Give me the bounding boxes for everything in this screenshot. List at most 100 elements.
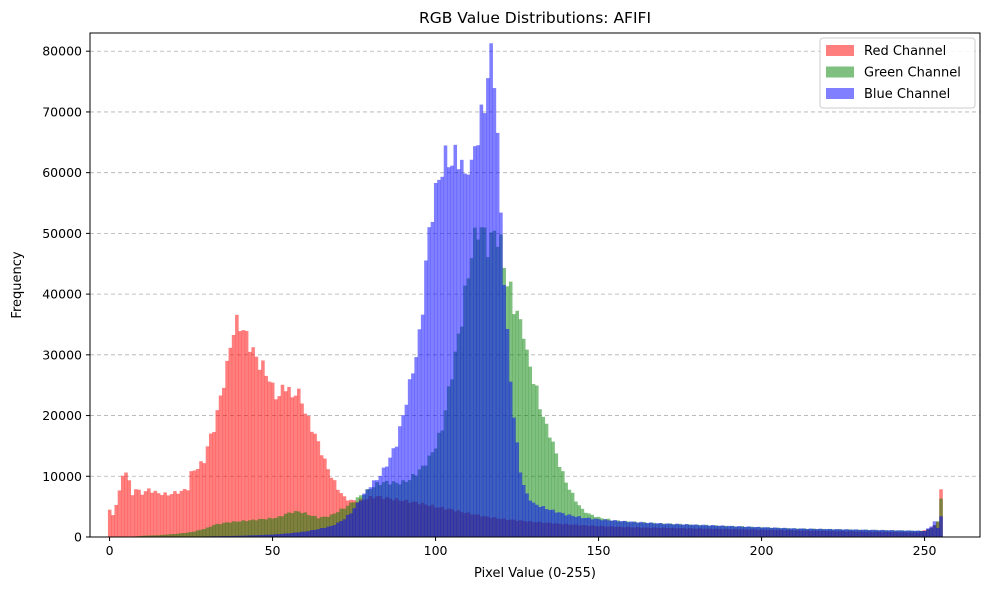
histogram-bar [248, 351, 252, 537]
histogram-bar [831, 529, 836, 537]
histogram-bar [238, 521, 242, 537]
histogram-bar [658, 523, 663, 537]
histogram-bar [244, 330, 249, 537]
histogram-bar [140, 535, 145, 537]
histogram-bar [163, 492, 167, 537]
histogram-bar [795, 528, 800, 537]
histogram-bar [727, 525, 731, 537]
y-tick-label: 10000 [42, 469, 82, 484]
histogram-bar [564, 482, 568, 537]
histogram-bar [270, 518, 275, 537]
histogram-bar [228, 522, 233, 537]
histogram-bar [861, 529, 865, 537]
histogram-bar [724, 526, 728, 537]
histogram-bar [486, 78, 490, 537]
histogram-bar [111, 515, 115, 537]
histogram-bar [916, 530, 920, 537]
histogram-bar [156, 535, 161, 537]
x-tick-label: 50 [265, 543, 281, 558]
histogram-bar [407, 379, 412, 537]
histogram-bar [645, 522, 650, 537]
histogram-bar [114, 504, 119, 537]
histogram-bar [535, 385, 539, 537]
histogram-bar [613, 519, 617, 537]
histogram-bar [293, 511, 298, 537]
histogram-bar [222, 387, 226, 537]
histogram-bar [120, 475, 125, 537]
histogram-bar [264, 534, 268, 537]
histogram-bar [270, 534, 275, 537]
histogram-bar [518, 319, 523, 537]
histogram-bar [228, 535, 233, 537]
histogram-bar [437, 179, 441, 537]
histogram-bar [825, 528, 829, 537]
histogram-bar [870, 529, 875, 537]
histogram-bar [189, 471, 193, 537]
histogram-bar [411, 373, 415, 537]
histogram-bar [166, 495, 171, 537]
histogram-bar [466, 174, 471, 537]
histogram-bar [665, 523, 669, 537]
histogram-bar [841, 529, 846, 537]
histogram-bar [776, 528, 780, 537]
histogram-bar [463, 173, 467, 537]
histogram-bar [192, 531, 197, 537]
histogram-bar [590, 519, 594, 537]
histogram-bar [137, 489, 141, 537]
histogram-bar [707, 525, 712, 537]
histogram-bar [446, 167, 451, 537]
histogram-bar [609, 520, 614, 537]
histogram-bar [603, 519, 608, 537]
histogram-bar [821, 529, 826, 537]
histogram-bar [205, 527, 210, 537]
y-tick-label: 40000 [42, 287, 82, 302]
histogram-bar [130, 495, 135, 537]
histogram-bar [544, 423, 549, 537]
histogram-bar [769, 527, 774, 537]
histogram-bar [261, 535, 265, 537]
plot-frame [89, 32, 981, 538]
histogram-bar [939, 516, 943, 537]
histogram-bar [297, 532, 301, 537]
histogram-bar [300, 531, 304, 537]
y-axis-label: Frequency [10, 251, 25, 318]
histogram-bar [208, 433, 213, 537]
histogram-bar [417, 329, 422, 537]
legend-label: Blue Channel [864, 87, 950, 102]
histogram-bar [913, 530, 917, 537]
histogram-bar [166, 534, 171, 537]
histogram-bar [202, 463, 207, 537]
histogram-bar [124, 472, 128, 537]
histogram-bar [241, 330, 246, 537]
histogram-bar [515, 310, 519, 537]
histogram-bar [512, 417, 516, 537]
histogram-bar [460, 159, 464, 537]
histogram-bar [248, 535, 252, 537]
histogram-bar [668, 523, 673, 537]
histogram-bar [257, 518, 262, 537]
histogram-bar [828, 529, 832, 537]
histogram-bar [730, 526, 735, 537]
legend-swatch [826, 66, 854, 78]
histogram-bar [499, 212, 503, 538]
histogram-bar [684, 524, 689, 537]
legend-swatch [826, 88, 854, 99]
histogram-bar [251, 519, 255, 537]
histogram-bar [430, 221, 435, 537]
histogram-bar [750, 527, 754, 537]
histogram-bar [362, 493, 366, 537]
legend-box [819, 37, 976, 109]
histogram-bar [567, 489, 572, 537]
histogram-bar [521, 338, 526, 537]
histogram-bar [339, 521, 343, 537]
x-tick-label: 250 [913, 543, 937, 558]
legend-swatch [826, 45, 854, 56]
histogram-bar [316, 518, 321, 537]
histogram-bar [238, 535, 242, 537]
histogram-bar [505, 328, 510, 537]
histogram-bar [812, 529, 816, 537]
histogram-bar [332, 480, 337, 537]
x-tick-label: 150 [587, 543, 611, 558]
histogram-bar [153, 535, 158, 537]
histogram-bars [107, 43, 943, 538]
